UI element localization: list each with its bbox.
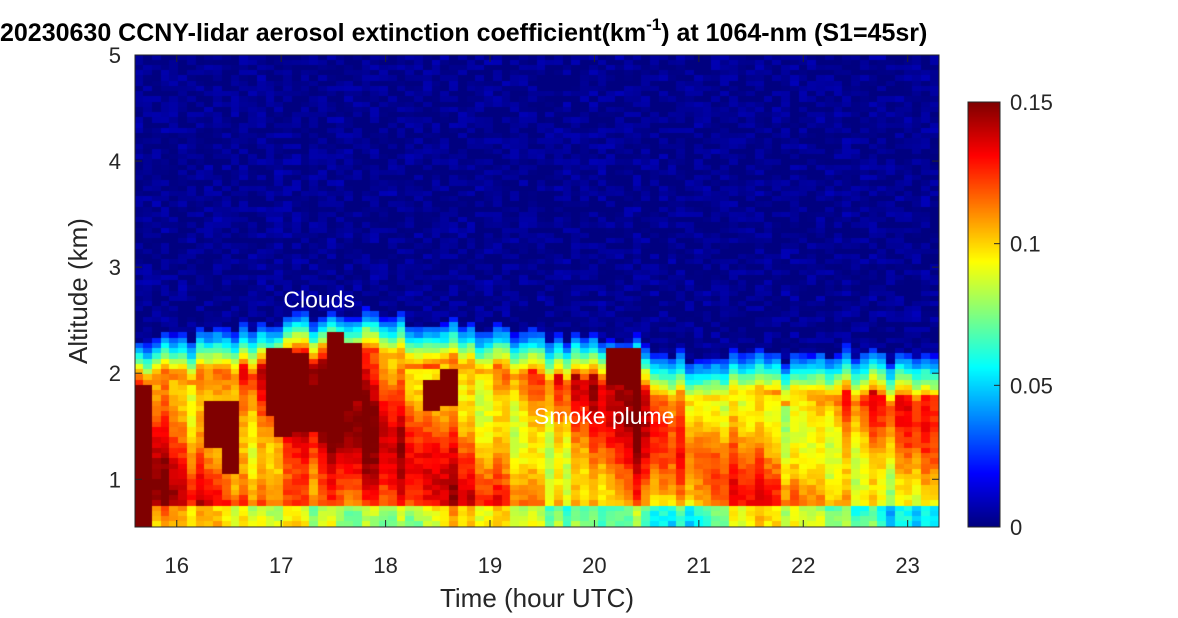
colorbar-tick-label: 0.05 bbox=[1010, 373, 1053, 398]
y-tick-label: 4 bbox=[109, 149, 121, 174]
x-tick-label: 17 bbox=[269, 553, 293, 578]
y-tick-label: 3 bbox=[109, 255, 121, 280]
x-tick-label: 20 bbox=[582, 553, 606, 578]
annotation-smoke-plume: Smoke plume bbox=[534, 403, 675, 429]
x-tick-label: 21 bbox=[687, 553, 711, 578]
colorbar-frame bbox=[967, 101, 1001, 528]
colorbar-tick-label: 0.1 bbox=[1010, 232, 1041, 257]
y-axis: 1 2 3 4 5 bbox=[109, 43, 939, 492]
extinction-heatmap bbox=[135, 55, 939, 527]
y-tick-label: 2 bbox=[109, 361, 121, 386]
colorbar-tick-label: 0 bbox=[1010, 515, 1022, 540]
x-tick-label: 18 bbox=[373, 553, 397, 578]
colorbar-tick-label: 0.15 bbox=[1010, 90, 1053, 115]
x-tick-label: 16 bbox=[165, 553, 189, 578]
colorbar-gradient bbox=[968, 102, 1000, 527]
x-tick-label: 19 bbox=[478, 553, 502, 578]
y-axis-label: Altitude (km) bbox=[63, 218, 93, 364]
annotation-clouds: Clouds bbox=[283, 286, 355, 312]
y-tick-label: 5 bbox=[109, 43, 121, 68]
x-tick-label: 22 bbox=[791, 553, 815, 578]
y-tick-label: 1 bbox=[109, 467, 121, 492]
x-tick-label: 23 bbox=[895, 553, 919, 578]
chart-title: 20230630 CCNY-lidar aerosol extinction c… bbox=[0, 15, 927, 47]
x-axis-label: Time (hour UTC) bbox=[440, 583, 634, 613]
colorbar-axis: 0.15 0.1 0.05 0 bbox=[994, 90, 1053, 540]
plot-frame bbox=[134, 54, 940, 528]
x-axis: 16 17 18 19 20 21 22 23 bbox=[165, 55, 920, 578]
